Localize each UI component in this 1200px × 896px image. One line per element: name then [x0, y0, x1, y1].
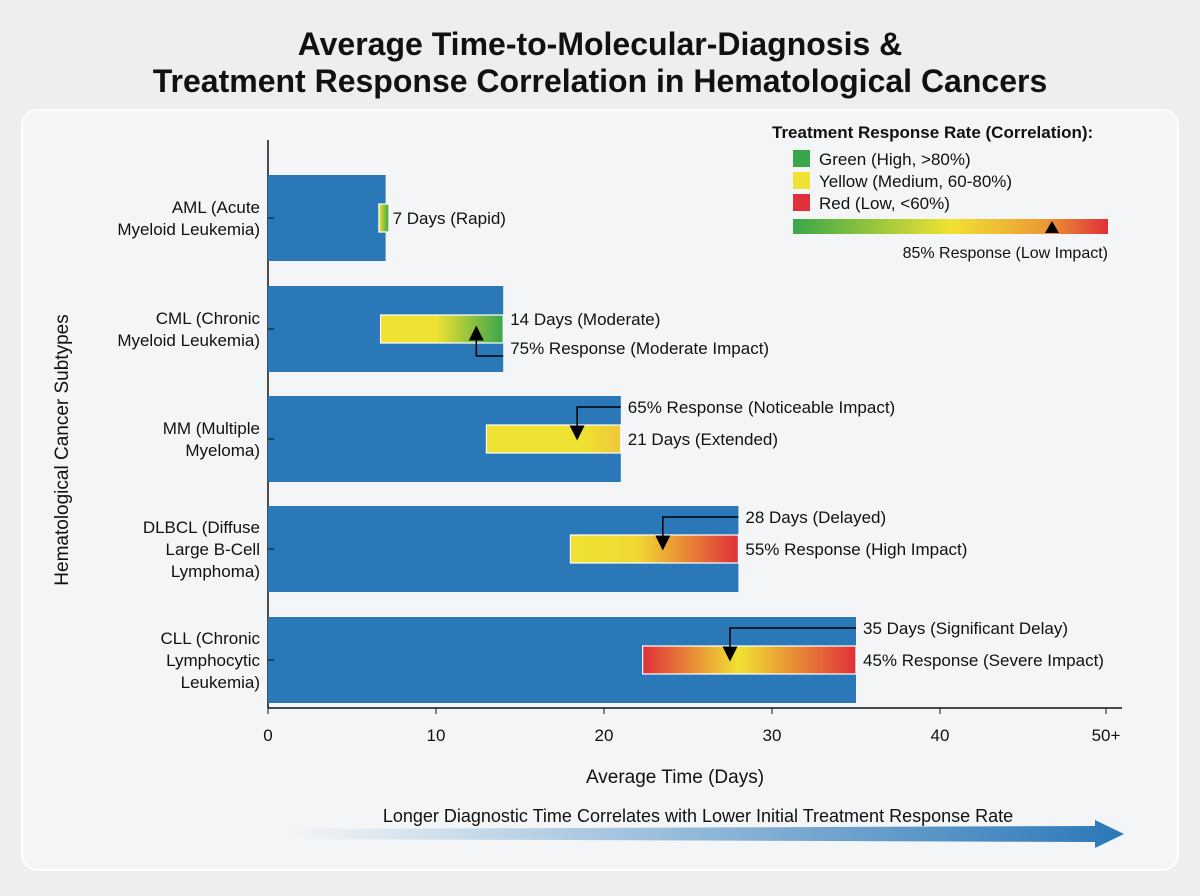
bar	[268, 175, 386, 261]
day-label: 14 Days (Moderate)	[510, 310, 660, 329]
legend-swatch	[793, 172, 810, 189]
response-gradient-bar	[569, 534, 740, 564]
response-gradient-bar	[485, 424, 622, 454]
response-label: 65% Response (Noticeable Impact)	[628, 398, 895, 417]
response-pointer-arrow	[468, 325, 504, 357]
y-axis-label: Hematological Cancer Subtypes	[52, 314, 73, 585]
day-label: 21 Days (Extended)	[628, 430, 778, 449]
legend-scale-label: 85% Response (Low Impact)	[903, 245, 1108, 262]
legend-item-label: Yellow (Medium, 60-80%)	[819, 172, 1012, 191]
response-gradient-bar	[379, 314, 504, 344]
response-gradient-bar	[642, 645, 857, 675]
response-pointer-arrow	[569, 406, 621, 441]
x-tick-label: 20	[595, 726, 614, 745]
legend-color-scale	[793, 219, 1108, 234]
y-tick-label: Myeloid Leukemia)	[117, 331, 260, 350]
legend-swatch	[793, 194, 810, 211]
x-tick-label: 40	[931, 726, 950, 745]
y-tick-label: Myeloma)	[185, 441, 260, 460]
response-label: 55% Response (High Impact)	[745, 540, 967, 559]
legend-item-label: Green (High, >80%)	[819, 150, 971, 169]
y-tick-label: Leukemia)	[181, 673, 260, 692]
y-tick-label: Large B-Cell	[166, 540, 261, 559]
legend-title: Treatment Response Rate (Correlation):	[772, 123, 1093, 142]
day-label: 28 Days (Delayed)	[745, 508, 886, 527]
legend-scale-marker	[1045, 221, 1059, 233]
y-tick-label: DLBCL (Diffuse	[143, 518, 260, 537]
footer-arrow	[290, 820, 1124, 848]
y-tick-label: MM (Multiple	[163, 419, 260, 438]
y-tick-label: CML (Chronic	[156, 309, 261, 328]
y-tick-label: AML (Acute	[172, 198, 260, 217]
legend-swatch	[793, 150, 810, 167]
x-axis-label: Average Time (Days)	[586, 767, 764, 788]
day-label: 35 Days (Significant Delay)	[863, 619, 1068, 638]
response-label: 45% Response (Severe Impact)	[863, 651, 1104, 670]
y-tick-label: Lymphocytic	[166, 651, 260, 670]
x-tick-label: 50+	[1092, 726, 1121, 745]
x-tick-label: 10	[427, 726, 446, 745]
y-tick-label: Lymphoma)	[171, 562, 260, 581]
y-tick-label: CLL (Chronic	[160, 629, 260, 648]
y-tick-label: Myeloid Leukemia)	[117, 220, 260, 239]
legend-item-label: Red (Low, <60%)	[819, 194, 950, 213]
chart-title-line-2: Treatment Response Correlation in Hemato…	[153, 63, 1047, 99]
x-tick-label: 30	[763, 726, 782, 745]
response-gradient-bar	[378, 203, 390, 233]
response-pointer-arrow	[655, 516, 739, 551]
day-label: 7 Days (Rapid)	[393, 209, 506, 228]
footer-caption: Longer Diagnostic Time Correlates with L…	[383, 806, 1013, 826]
chart-title-line-1: Average Time-to-Molecular-Diagnosis &	[298, 26, 903, 62]
response-pointer-arrow	[722, 627, 856, 662]
x-tick-label: 0	[263, 726, 272, 745]
response-label: 75% Response (Moderate Impact)	[510, 339, 769, 358]
